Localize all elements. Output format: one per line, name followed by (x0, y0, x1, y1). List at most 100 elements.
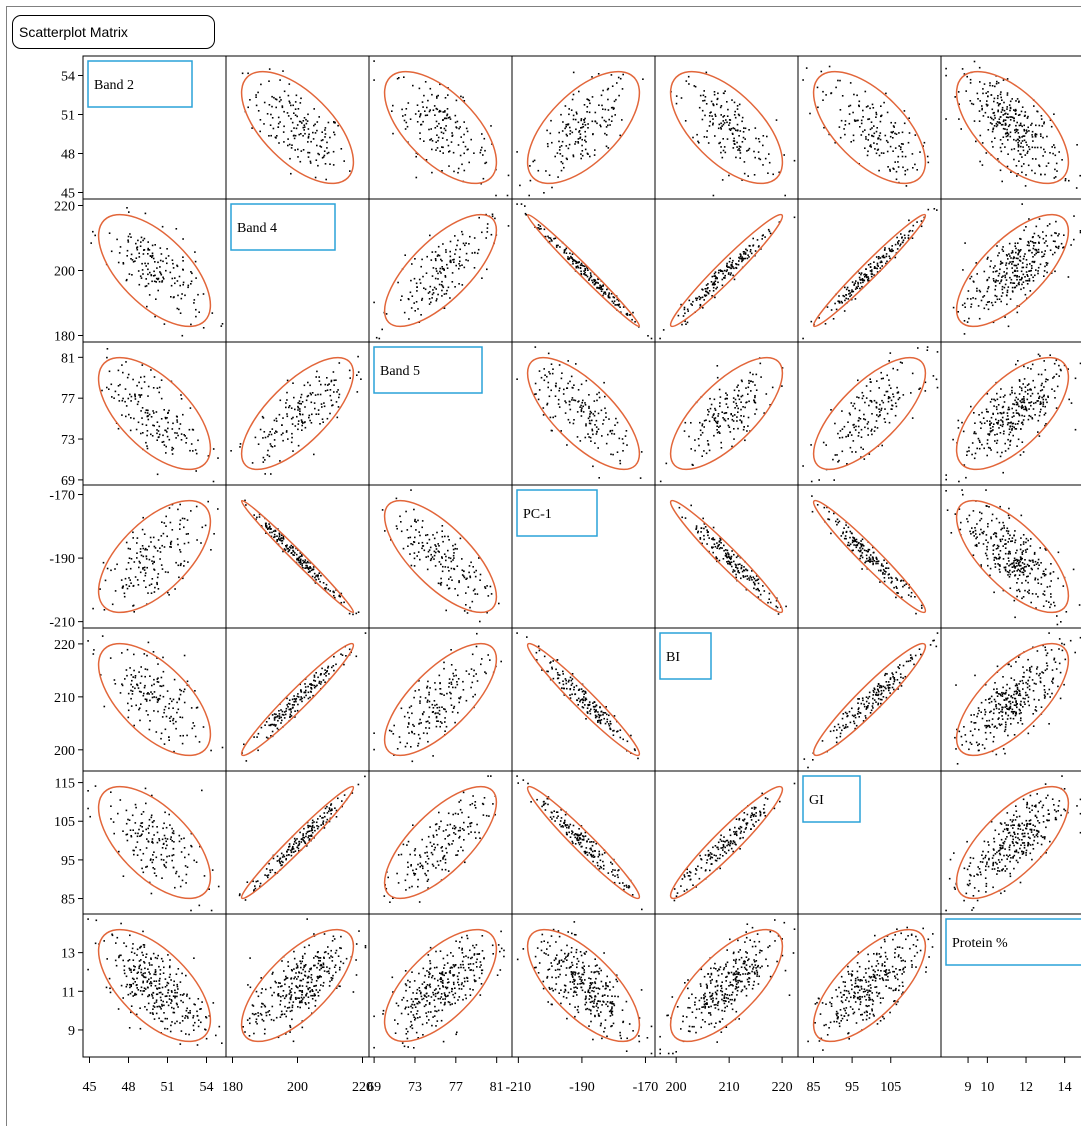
data-point (572, 99, 574, 101)
data-point (896, 587, 898, 589)
data-point (494, 218, 496, 220)
data-point (152, 410, 154, 412)
data-point (141, 388, 143, 390)
matrix-cell-3-6 (798, 342, 941, 485)
data-point (1073, 239, 1075, 241)
data-point (737, 411, 739, 413)
data-point (1018, 160, 1020, 162)
data-point (459, 265, 461, 267)
data-point (969, 278, 971, 280)
data-point (449, 297, 451, 299)
data-point (434, 114, 436, 116)
data-point (706, 288, 708, 290)
data-point (849, 537, 851, 539)
data-point (726, 263, 728, 265)
data-point (521, 203, 523, 205)
data-point (606, 146, 608, 148)
data-point (996, 422, 998, 424)
data-point (134, 561, 136, 563)
data-point (409, 553, 411, 555)
data-point (700, 531, 702, 533)
data-point (439, 561, 441, 563)
data-point (436, 108, 438, 110)
data-point (1028, 593, 1030, 595)
data-point (431, 297, 433, 299)
data-point (867, 276, 869, 278)
data-point (428, 129, 430, 131)
data-point (996, 406, 998, 408)
data-point (1008, 538, 1010, 540)
data-point (561, 145, 563, 147)
data-point (287, 416, 289, 418)
data-point (748, 129, 750, 131)
data-point (754, 397, 756, 399)
data-point (483, 178, 485, 180)
data-point (879, 404, 881, 406)
data-point (1000, 116, 1002, 118)
data-point (998, 558, 1000, 560)
data-point (1012, 566, 1014, 568)
data-point (467, 131, 469, 133)
data-point (707, 531, 709, 533)
data-point (713, 195, 715, 197)
data-point (1034, 387, 1036, 389)
data-point (190, 324, 192, 326)
data-point (324, 406, 326, 408)
data-point (844, 296, 846, 298)
data-point (1036, 226, 1038, 228)
data-point (743, 137, 745, 139)
data-point (430, 547, 432, 549)
data-point (158, 681, 160, 683)
data-point (1032, 237, 1034, 239)
data-point (871, 434, 873, 436)
data-point (379, 338, 381, 340)
data-point (145, 572, 147, 574)
data-point (984, 83, 986, 85)
data-point (741, 396, 743, 398)
data-point (995, 271, 997, 273)
data-point (802, 79, 804, 81)
data-point (854, 408, 856, 410)
data-point (883, 255, 885, 257)
data-point (875, 116, 877, 118)
data-point (1010, 564, 1012, 566)
data-point (681, 517, 683, 519)
data-point (146, 700, 148, 702)
data-point (1015, 287, 1017, 289)
data-point (1010, 282, 1012, 284)
data-point (164, 522, 166, 524)
data-point (146, 549, 148, 551)
data-point (712, 123, 714, 125)
data-point (161, 535, 163, 537)
data-point (976, 523, 978, 525)
data-point (912, 153, 914, 155)
data-point (516, 203, 518, 205)
data-point (851, 434, 853, 436)
data-point (264, 431, 266, 433)
data-point (1053, 240, 1055, 242)
data-point (1026, 538, 1028, 540)
data-point (173, 267, 175, 269)
data-point (858, 105, 860, 107)
data-point (1023, 281, 1025, 283)
data-point (1043, 275, 1045, 277)
data-point (704, 100, 706, 102)
data-point (126, 675, 128, 677)
data-point (605, 292, 607, 294)
data-point (468, 162, 470, 164)
data-point (1011, 267, 1013, 269)
data-point (840, 137, 842, 139)
data-point (597, 447, 599, 449)
data-point (620, 78, 622, 80)
data-point (159, 281, 161, 283)
data-point (604, 120, 606, 122)
data-point (756, 374, 758, 376)
data-point (979, 110, 981, 112)
data-point (486, 162, 488, 164)
data-point (1015, 265, 1017, 267)
data-point (881, 400, 883, 402)
data-point (986, 546, 988, 548)
data-point (748, 382, 750, 384)
data-point (732, 415, 734, 417)
data-point (459, 126, 461, 128)
